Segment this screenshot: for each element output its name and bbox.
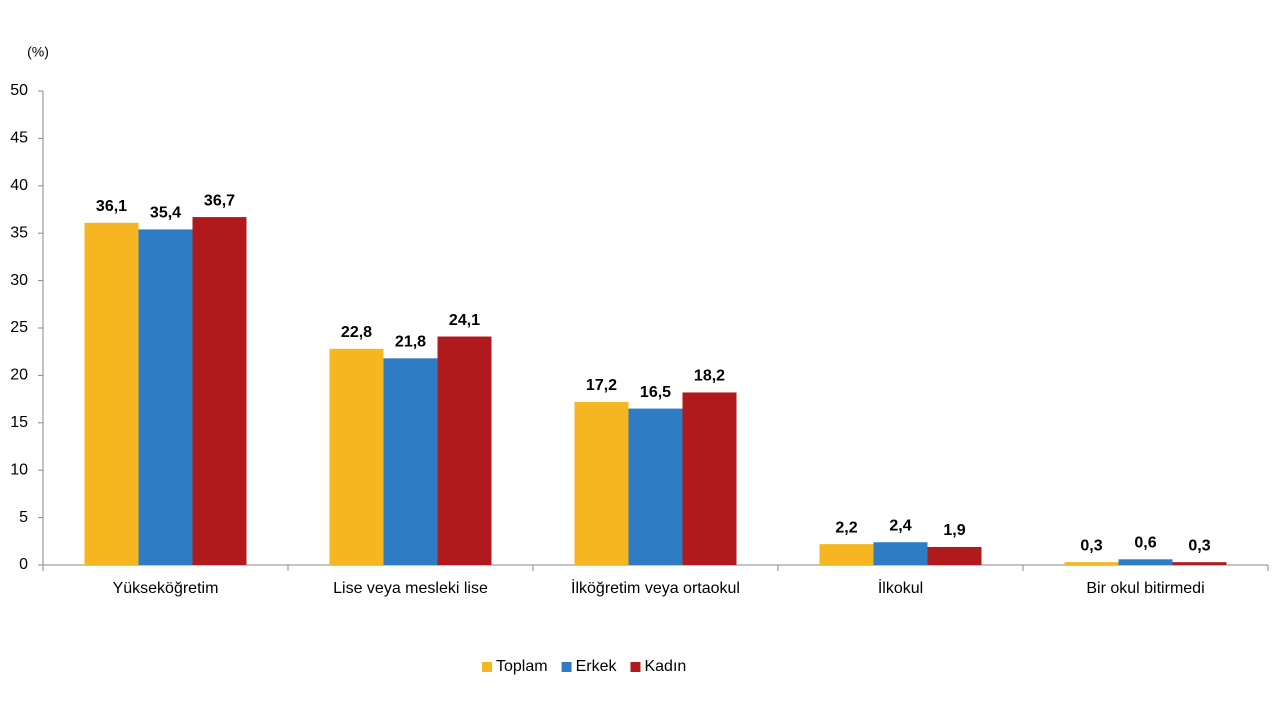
value-label: 24,1 (449, 312, 480, 329)
value-label: 1,9 (943, 522, 965, 539)
value-label: 22,8 (341, 324, 372, 341)
y-tick-label: 20 (10, 367, 28, 384)
y-tick-label: 40 (10, 177, 28, 194)
value-label: 21,8 (395, 334, 426, 351)
value-label: 0,6 (1134, 535, 1156, 552)
bar (383, 358, 438, 565)
x-tick-label: İlköğretim veya ortaokul (571, 578, 740, 597)
bar (84, 222, 139, 565)
value-label: 2,2 (835, 519, 857, 536)
value-label: 16,5 (640, 384, 671, 401)
value-label: 17,2 (586, 377, 617, 394)
value-label: 35,4 (150, 205, 181, 222)
x-tick-label: Yükseköğretim (113, 580, 219, 597)
x-tick-label: Lise veya mesleki lise (333, 580, 488, 597)
y-tick-label: 35 (10, 224, 28, 241)
y-tick-label: 30 (10, 272, 28, 289)
legend-swatch (630, 662, 641, 672)
y-tick-label: 15 (10, 414, 28, 431)
value-label: 36,1 (96, 198, 127, 215)
value-label: 18,2 (694, 368, 725, 385)
bar (819, 544, 874, 565)
y-tick-label: 50 (10, 82, 28, 99)
value-label: 36,7 (204, 192, 235, 209)
legend-label: Kadın (644, 658, 686, 675)
y-tick-label: 5 (19, 509, 28, 526)
bar (628, 408, 683, 565)
value-label: 0,3 (1188, 537, 1210, 554)
legend-label: Toplam (496, 658, 548, 675)
bar (873, 542, 928, 565)
y-tick-label: 25 (10, 319, 28, 336)
bar (1118, 559, 1173, 565)
bar (927, 546, 982, 565)
legend-swatch (561, 662, 572, 672)
x-tick-label: İlkokul (878, 578, 923, 597)
legend-label: Erkek (576, 658, 618, 675)
y-tick-label: 45 (10, 130, 28, 147)
value-label: 0,3 (1080, 537, 1102, 554)
bar (192, 217, 247, 566)
bar (682, 392, 737, 565)
legend-swatch (482, 662, 492, 672)
value-label: 2,4 (889, 517, 911, 534)
x-tick-label: Bir okul bitirmedi (1086, 580, 1204, 597)
y-axis-label: (%) (27, 44, 49, 60)
bar (329, 348, 384, 565)
bar (1172, 562, 1227, 565)
bar (138, 229, 193, 565)
bar (574, 401, 629, 565)
bar (1064, 562, 1119, 565)
y-tick-label: 0 (19, 556, 28, 573)
y-tick-label: 10 (10, 461, 28, 478)
bar (437, 336, 492, 565)
